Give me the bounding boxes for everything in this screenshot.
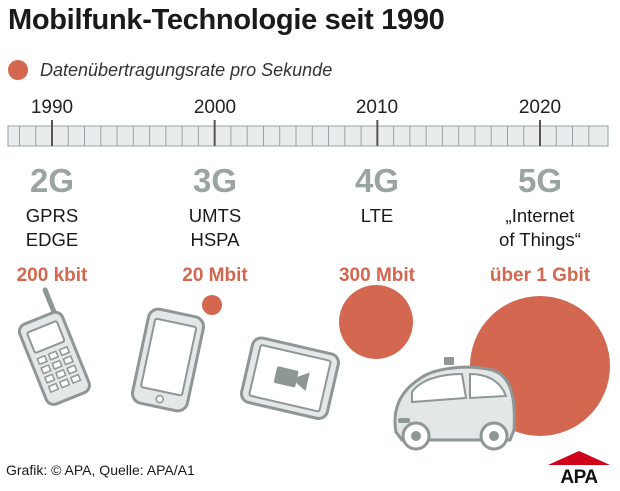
legend-label: Datenübertragungsrate pro Sekunde <box>40 59 333 80</box>
smartphone-icon <box>130 307 206 413</box>
rate-label-4g: 300 Mbit <box>338 265 416 286</box>
technology-name: „Internet <box>505 205 575 226</box>
technology-list-3g: UMTS HSPA <box>135 204 295 252</box>
tablet-icon <box>239 336 340 420</box>
rate-circle-3g <box>202 295 222 315</box>
year-label-2010: 2010 <box>355 97 399 118</box>
technology-name: GPRS <box>25 205 79 226</box>
generation-label-5g: 5G <box>517 162 563 199</box>
self-driving-car-icon <box>393 357 516 451</box>
technology-name: LTE <box>360 205 394 226</box>
timeline-axis <box>7 120 609 147</box>
technology-list-5g: „Internet of Things“ <box>460 204 620 252</box>
technology-name: UMTS <box>188 205 242 226</box>
feature-phone-icon <box>17 287 91 406</box>
generation-label-2g: 2G <box>29 162 75 199</box>
page-title: Mobilfunk-Technologie seit 1990 <box>8 4 445 36</box>
year-label-1990: 1990 <box>30 97 74 118</box>
generation-label-3g: 3G <box>192 162 238 199</box>
video-camera-icon <box>273 366 310 392</box>
technology-name: EDGE <box>25 229 79 250</box>
rate-label-2g: 200 kbit <box>16 265 88 286</box>
rate-circle-4g <box>339 285 413 359</box>
source-credit: Grafik: © APA, Quelle: APA/A1 <box>6 462 195 478</box>
year-label-2000: 2000 <box>193 97 237 118</box>
rate-label-5g: über 1 Gbit <box>489 265 591 286</box>
generation-label-4g: 4G <box>354 162 400 199</box>
technology-name: of Things“ <box>499 229 581 250</box>
legend: Datenübertragungsrate pro Sekunde <box>8 57 332 83</box>
technology-list-2g: GPRS EDGE <box>0 204 132 252</box>
technology-list-4g: LTE <box>297 204 457 228</box>
svg-text:APA: APA <box>560 467 598 485</box>
rate-label-3g: 20 Mbit <box>182 265 248 286</box>
year-label-2020: 2020 <box>518 97 562 118</box>
timeline-bar <box>7 125 609 147</box>
legend-dot-icon <box>8 60 28 80</box>
technology-name: HSPA <box>190 229 240 250</box>
apa-logo: APA <box>548 451 610 485</box>
